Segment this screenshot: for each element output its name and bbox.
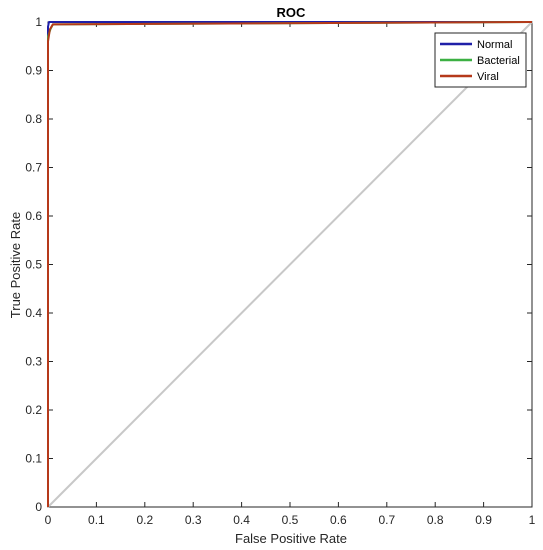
x-tick-label: 0.9 — [475, 513, 492, 527]
y-tick-label: 0.9 — [25, 64, 42, 78]
y-tick-label: 0.5 — [25, 258, 42, 272]
legend-label-bacterial: Bacterial — [477, 55, 520, 67]
x-tick-label: 0.8 — [427, 513, 444, 527]
y-tick-label: 0.7 — [25, 161, 42, 175]
y-tick-label: 0.2 — [25, 403, 42, 417]
x-tick-label: 0.1 — [88, 513, 105, 527]
x-tick-label: 0.5 — [282, 513, 299, 527]
chance-diagonal-line — [47, 21, 533, 508]
y-tick-label: 0.8 — [25, 112, 42, 126]
x-tick-label: 0.2 — [136, 513, 153, 527]
y-tick-label: 1 — [35, 15, 42, 29]
legend-label-normal: Normal — [477, 39, 512, 51]
legend-label-viral: Viral — [477, 71, 499, 83]
y-tick-label: 0 — [35, 500, 42, 514]
y-axis-label: True Positive Rate — [8, 212, 23, 318]
x-axis-label: False Positive Rate — [235, 531, 347, 546]
x-tick-label: 0.6 — [330, 513, 347, 527]
x-tick-label: 0 — [45, 513, 52, 527]
chart-title: ROC — [277, 5, 307, 20]
x-tick-label: 0.3 — [185, 513, 202, 527]
x-tick-label: 1 — [529, 513, 536, 527]
y-tick-label: 0.6 — [25, 209, 42, 223]
x-tick-label: 0.7 — [378, 513, 395, 527]
y-tick-label: 0.4 — [25, 306, 42, 320]
y-tick-label: 0.3 — [25, 355, 42, 369]
series-line-viral — [47, 21, 533, 507]
y-tick-label: 0.1 — [25, 452, 42, 466]
x-tick-label: 0.4 — [233, 513, 250, 527]
plot-area: 0 0.1 0.2 0.3 0.4 0.5 0.6 0.7 0.8 0.9 1 0 0.1 0.2 0.3 0… — [25, 15, 535, 527]
